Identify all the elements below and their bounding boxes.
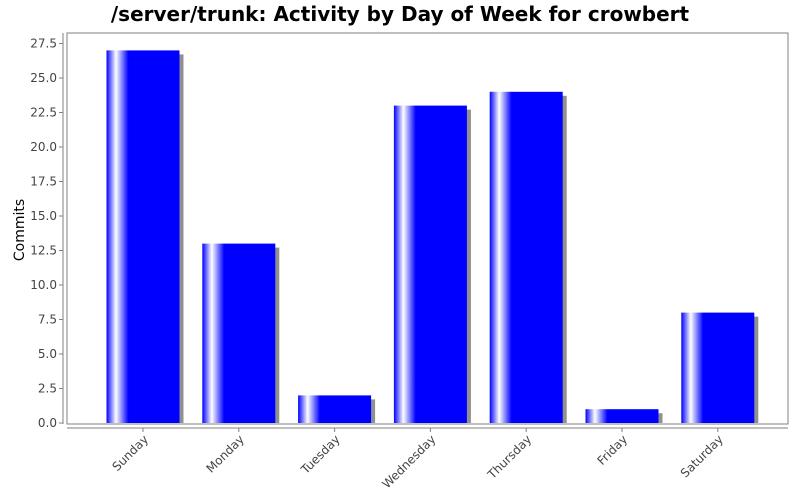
y-tick-label: 5.0 — [38, 347, 57, 361]
x-tick-label: Friday — [595, 432, 631, 468]
bar-wednesday — [393, 105, 467, 423]
y-tick-label: 17.5 — [30, 175, 57, 189]
y-tick-label: 20.0 — [30, 140, 57, 154]
bar-sunday — [106, 50, 180, 424]
bar-friday — [585, 409, 659, 423]
y-tick-label: 10.0 — [30, 278, 57, 292]
chart-title: /server/trunk: Activity by Day of Week f… — [110, 2, 690, 26]
y-tick-label: 2.5 — [38, 382, 57, 396]
y-tick-label: 15.0 — [30, 209, 57, 223]
x-tick-label: Tuesday — [298, 432, 343, 477]
y-tick-label: 22.5 — [30, 106, 57, 120]
y-tick-label: 7.5 — [38, 313, 57, 327]
bar-tuesday — [298, 395, 372, 423]
y-axis-label: Commits — [12, 199, 28, 261]
bar-monday — [202, 243, 276, 423]
y-tick-label: 0.0 — [38, 416, 57, 430]
y-tick-label: 27.5 — [30, 37, 57, 51]
x-tick-label: Thursday — [484, 432, 534, 482]
y-tick-label: 25.0 — [30, 71, 57, 85]
x-axis: Sunday Monday Tuesday Wednesday Thursday Frid… — [67, 427, 788, 491]
x-tick-label: Sunday — [109, 432, 151, 474]
bar-thursday — [489, 91, 563, 424]
x-tick-label: Saturday — [678, 432, 726, 480]
x-tick-label: Wednesday — [379, 432, 438, 491]
x-tick-label: Monday — [204, 432, 247, 475]
y-tick-label: 12.5 — [30, 244, 57, 258]
bar-saturday — [681, 312, 755, 423]
y-axis: 0.0 2.5 5.0 7.5 10.0 12.5 15.0 17.5 20.0 22.5 25.0… — [30, 33, 64, 430]
bars — [106, 50, 755, 424]
